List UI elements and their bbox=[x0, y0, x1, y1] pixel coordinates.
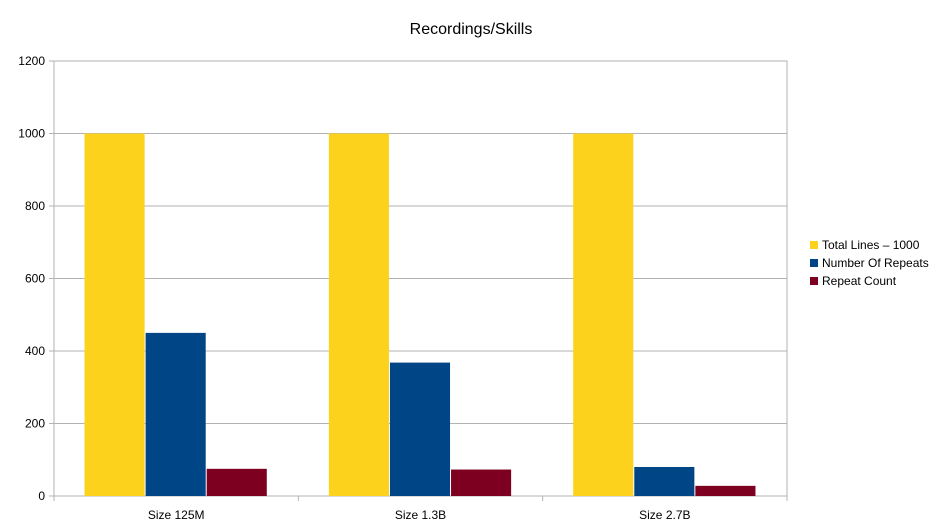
chart-title: Recordings/Skills bbox=[410, 21, 533, 38]
x-tick-label: Size 1.3B bbox=[395, 508, 446, 522]
legend-label: Repeat Count bbox=[822, 274, 897, 288]
y-tick-label: 1000 bbox=[18, 127, 45, 141]
bar bbox=[206, 468, 267, 496]
legend-label: Total Lines – 1000 bbox=[822, 238, 920, 252]
bar bbox=[451, 469, 512, 496]
legend-swatch bbox=[810, 277, 818, 285]
y-tick-label: 0 bbox=[38, 489, 45, 503]
y-axis-ticks: 0 200 400 600 800 1000 1200 bbox=[18, 54, 45, 503]
legend-swatch bbox=[810, 241, 818, 249]
y-tick-label: 400 bbox=[25, 344, 45, 358]
bar bbox=[328, 133, 389, 496]
bars bbox=[84, 133, 756, 496]
y-tick-label: 200 bbox=[25, 417, 45, 431]
bar bbox=[389, 362, 451, 496]
bar bbox=[695, 485, 756, 496]
bar bbox=[573, 133, 634, 496]
y-tick-label: 1200 bbox=[18, 54, 45, 68]
legend-label: Number Of Repeats bbox=[822, 256, 929, 270]
x-axis-ticks: Size 125M Size 1.3B Size 2.7B bbox=[148, 508, 691, 522]
legend-swatch bbox=[810, 259, 818, 267]
x-tick-label: Size 2.7B bbox=[639, 508, 690, 522]
bar bbox=[634, 467, 695, 496]
y-tick-label: 600 bbox=[25, 272, 45, 286]
bar bbox=[84, 133, 145, 496]
bar bbox=[145, 332, 206, 496]
y-tick-label: 800 bbox=[25, 199, 45, 213]
x-tick-label: Size 125M bbox=[148, 508, 205, 522]
legend: Total Lines – 1000 Number Of Repeats Repea… bbox=[810, 238, 929, 288]
